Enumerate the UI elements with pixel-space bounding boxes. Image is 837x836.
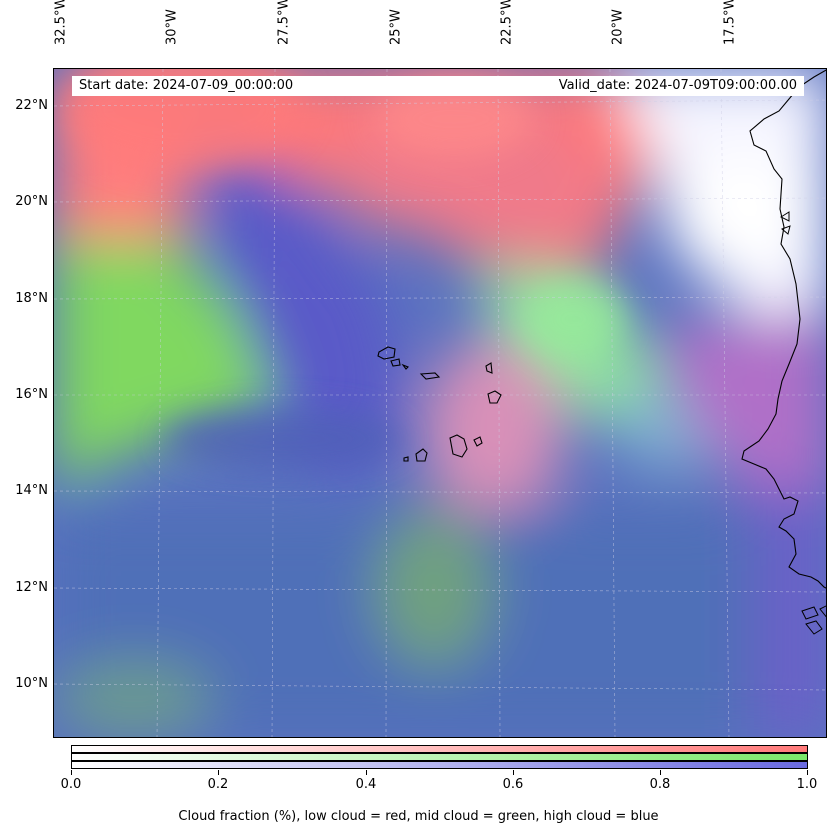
colorbar-tick-label: 0.0: [60, 777, 82, 792]
lat-label-14n: 14°N: [15, 483, 48, 498]
cape-verde-islands: [377, 346, 502, 462]
valid-date-label: Valid_date: 2024-07-09T09:00:00.00: [558, 78, 797, 93]
cloud-fraction-map: Start date: 2024-07-09_00:00:00 Valid_da…: [53, 68, 827, 738]
colorbar-mid-cloud-green: [71, 753, 808, 761]
colorbar-high-cloud-blue: [71, 761, 808, 769]
lat-label-22n: 22°N: [15, 98, 48, 113]
lat-label-16n: 16°N: [15, 387, 48, 402]
graticule: [54, 69, 826, 737]
colorbar-tick-label: 0.4: [355, 777, 377, 792]
colorbar-tick-label: 0.8: [649, 777, 671, 792]
colorbar-label: Cloud fraction (%), low cloud = red, mid…: [178, 809, 659, 824]
colorbar-tick: [660, 770, 661, 775]
lon-label-30w: 30°W: [164, 9, 180, 45]
colorbar-low-cloud-red: [71, 745, 808, 753]
africa-coastline: [741, 69, 826, 589]
colorbar-tick-label: 1.0: [796, 777, 818, 792]
lon-label-17-5w: 17.5°W: [722, 0, 738, 45]
lat-label-10n: 10°N: [15, 676, 48, 691]
lon-label-32-5w: 32.5°W: [53, 0, 69, 45]
lat-label-12n: 12°N: [15, 580, 48, 595]
colorbar-tick-label: 0.6: [502, 777, 524, 792]
lon-label-25w: 25°W: [388, 9, 404, 45]
start-date-label: Start date: 2024-07-09_00:00:00: [79, 78, 294, 93]
colorbar-tick: [807, 770, 808, 775]
colorbar-tick: [218, 770, 219, 775]
lat-label-18n: 18°N: [15, 291, 48, 306]
map-canvas: [54, 69, 826, 737]
colorbar-tick-label: 0.2: [207, 777, 229, 792]
colorbar-tick: [513, 770, 514, 775]
date-header: Start date: 2024-07-09_00:00:00 Valid_da…: [72, 76, 804, 96]
lon-label-20w: 20°W: [610, 9, 626, 45]
colorbar-tick: [366, 770, 367, 775]
lon-label-27-5w: 27.5°W: [276, 0, 292, 45]
lon-label-22-5w: 22.5°W: [499, 0, 515, 45]
lat-label-20n: 20°N: [15, 194, 48, 209]
colorbar-tick: [71, 770, 72, 775]
